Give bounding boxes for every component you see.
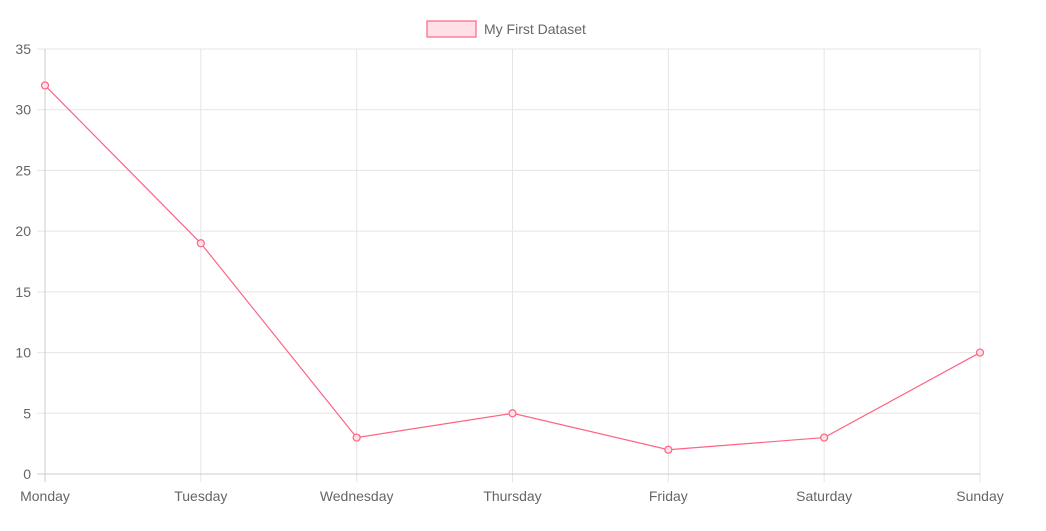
data-point[interactable] — [353, 434, 360, 441]
legend-swatch[interactable] — [427, 21, 476, 37]
y-tick-label: 15 — [15, 284, 31, 300]
x-tick-label: Sunday — [956, 488, 1003, 504]
data-point[interactable] — [197, 240, 204, 247]
data-point[interactable] — [821, 434, 828, 441]
x-tick-label: Thursday — [483, 488, 541, 504]
grid-lines — [37, 49, 980, 482]
y-tick-label: 25 — [15, 162, 31, 178]
x-axis-tick-labels: Monday Tuesday Wednesday Thursday Friday Satu… — [20, 488, 1004, 504]
y-tick-label: 30 — [15, 102, 31, 118]
x-tick-label: Wednesday — [320, 488, 394, 504]
x-tick-label: Monday — [20, 488, 70, 504]
data-point[interactable] — [977, 349, 984, 356]
data-point[interactable] — [665, 446, 672, 453]
y-tick-label: 5 — [23, 405, 31, 421]
x-tick-label: Saturday — [796, 488, 852, 504]
data-point[interactable] — [42, 82, 49, 89]
y-axis-tick-labels: 0 5 10 15 20 25 30 35 — [15, 41, 31, 482]
legend[interactable]: My First Dataset — [427, 21, 586, 37]
y-tick-label: 35 — [15, 41, 31, 57]
y-tick-label: 0 — [23, 466, 31, 482]
x-tick-label: Friday — [649, 488, 688, 504]
legend-label[interactable]: My First Dataset — [484, 21, 586, 37]
x-tick-label: Tuesday — [174, 488, 227, 504]
y-tick-label: 20 — [15, 223, 31, 239]
y-tick-label: 10 — [15, 345, 31, 361]
data-point[interactable] — [509, 410, 516, 417]
